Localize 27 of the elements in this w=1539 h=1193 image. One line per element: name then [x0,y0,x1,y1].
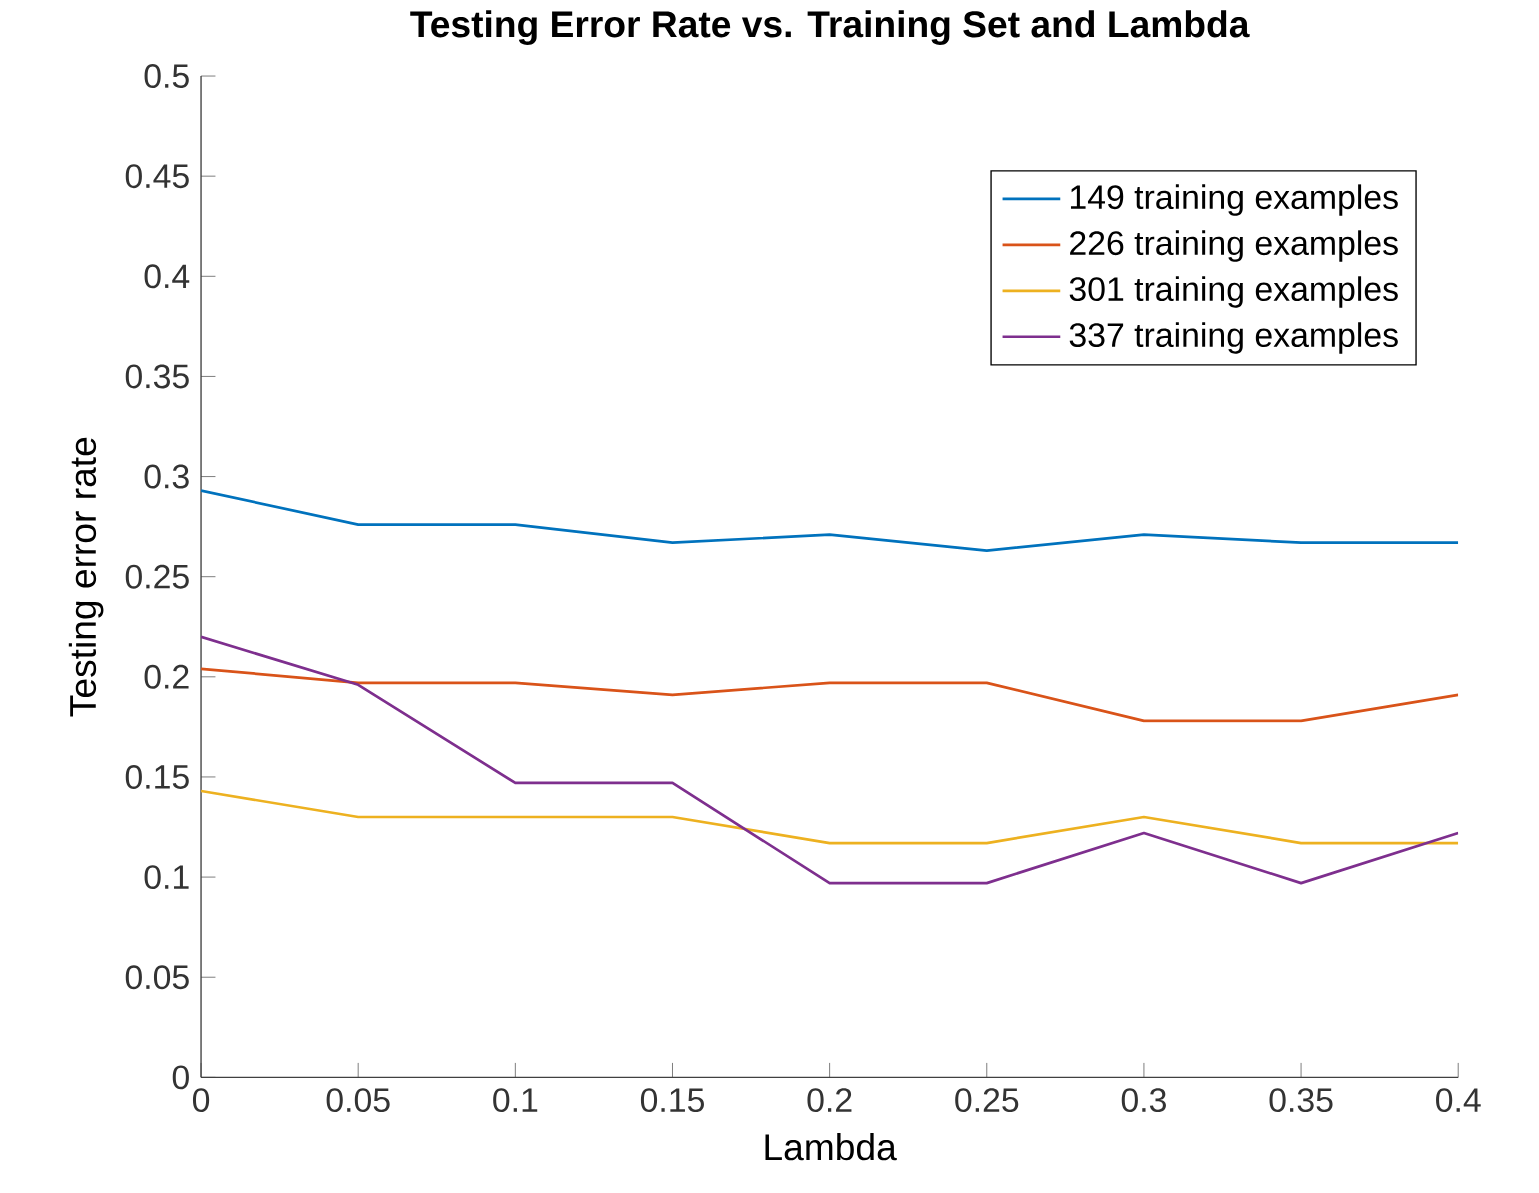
x-tick-label: 0 [192,1088,210,1112]
y-tick-label: 0.5 [144,63,189,88]
x-tick-label: 0.15 [640,1088,704,1112]
y-tick-label: 0 [172,1065,189,1090]
legend-label: 301 training examples [1069,276,1398,308]
y-tick-label: 0.15 [125,764,189,789]
x-axis-title: Lambda [765,1132,897,1161]
y-tick-label: 0.2 [144,664,189,689]
x-tick-label: 0.2 [807,1088,852,1112]
y-tick-label: 0.1 [144,864,189,889]
x-tick-label: 0.4 [1436,1088,1481,1112]
y-tick-label: 0.3 [144,464,189,489]
x-tick-label: 0.25 [955,1088,1019,1112]
y-axis-title: Testing error rate [68,437,104,717]
y-tick-label: 0.05 [125,965,189,989]
x-tick-label: 0.3 [1121,1088,1166,1112]
legend-label: 226 training examples [1070,230,1398,262]
y-tick-label: 0.4 [144,264,190,289]
legend-label: 337 training examples [1069,322,1398,354]
chart-title: Testing Error Rate vs. Training Set and Lambda [410,9,1250,45]
x-tick-label: 0.05 [326,1088,390,1112]
y-tick-label: 0.45 [125,164,189,188]
legend-label: 149 training examples [1070,184,1398,216]
y-tick-label: 0.35 [125,364,189,389]
x-tick-label: 0.35 [1269,1088,1333,1112]
x-tick-label: 0.1 [493,1088,538,1112]
y-tick-label: 0.25 [125,564,189,589]
